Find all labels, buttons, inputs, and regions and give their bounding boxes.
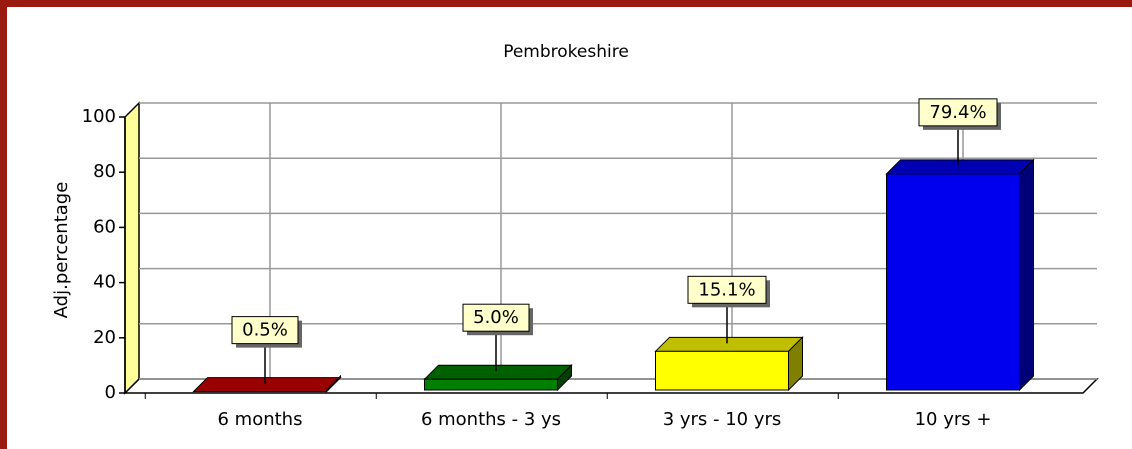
bar [424,378,558,391]
value-label: 5.0% [473,307,519,328]
x-tick-label: 10 yrs + [915,409,992,430]
bar [655,350,789,391]
label-box [231,316,299,345]
y-tick-label: 100 [82,106,116,127]
chart-title: Pembrokeshire [503,42,629,62]
frame-left [0,0,7,449]
value-label: 15.1% [698,279,755,300]
frame-top [0,0,1132,7]
x-tick-label: 6 months [218,409,303,430]
value-label: 79.4% [929,102,986,123]
label-box [687,275,767,304]
bar-top [885,159,1035,175]
label-box [918,98,998,127]
bar [886,173,1020,391]
bar-side [1019,158,1034,392]
bar-side [326,374,341,393]
y-tick-label: 0 [105,382,116,403]
value-label: 0.5% [242,320,288,341]
bar-top [423,364,573,380]
y-tick-label: 20 [93,327,116,348]
y-axis-label: Adj.percentage [51,182,72,319]
x-tick-label: 6 months - 3 ys [421,409,561,430]
bar-top [192,377,342,393]
label-box [462,303,530,332]
bar-top [654,336,804,352]
y-tick-label: 60 [93,216,116,237]
left-wall [124,101,140,395]
plot: 0 20 40 60 80 100 0.5% 6 months 5.0% 6 months - 3… [82,98,1099,430]
y-tick-label: 80 [93,161,116,182]
x-tick-label: 3 yrs - 10 yrs [663,409,782,430]
y-tick-label: 40 [93,272,116,293]
